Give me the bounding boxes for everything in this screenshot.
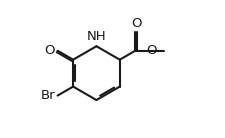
Text: O: O: [130, 17, 141, 30]
Text: O: O: [44, 43, 55, 57]
Text: NH: NH: [86, 30, 106, 43]
Text: O: O: [146, 44, 156, 57]
Text: Br: Br: [41, 89, 55, 102]
